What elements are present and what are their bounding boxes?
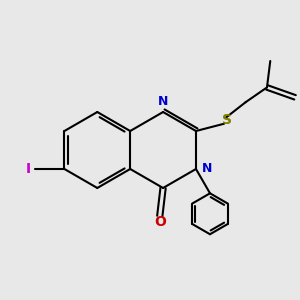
Text: N: N: [158, 95, 168, 108]
Text: S: S: [222, 113, 232, 127]
Text: N: N: [202, 163, 212, 176]
Text: I: I: [26, 162, 31, 176]
Text: O: O: [154, 215, 166, 229]
